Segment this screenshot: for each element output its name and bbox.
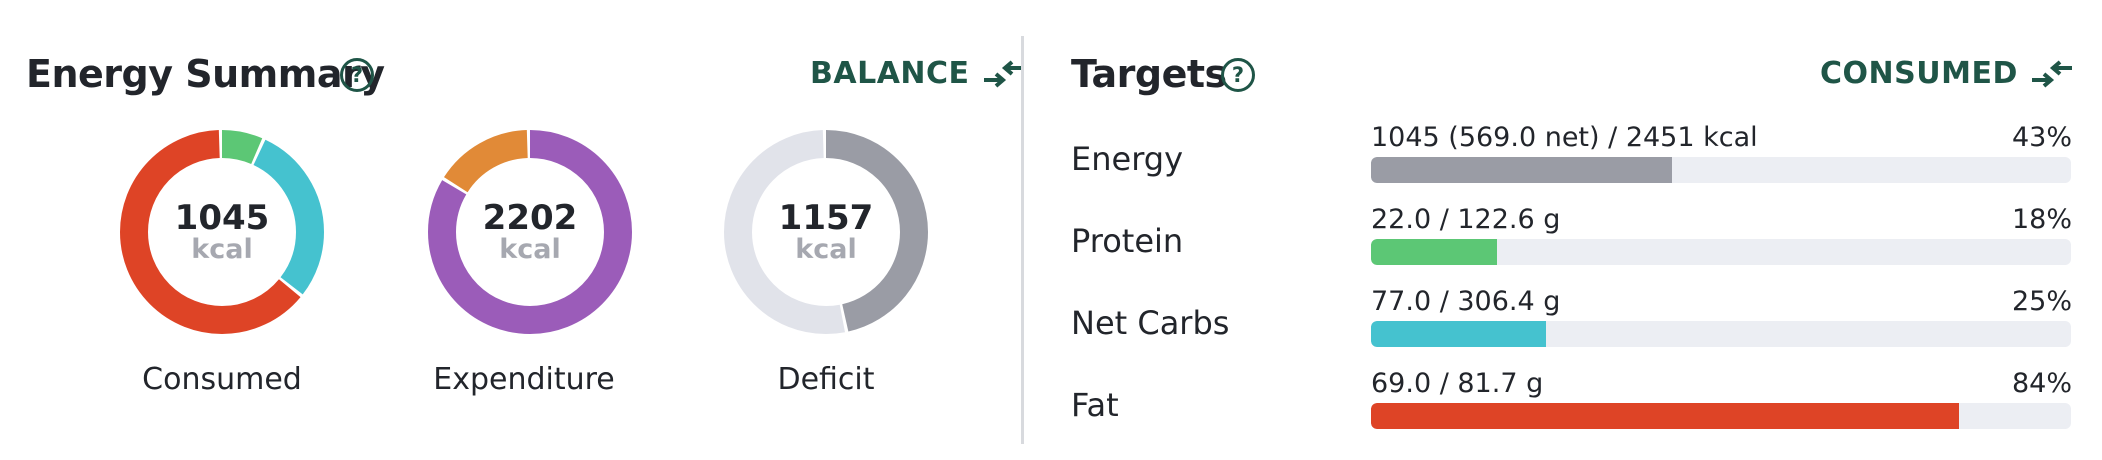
consumed-segment-protein xyxy=(120,130,324,334)
fat-target-label: Fat xyxy=(1071,386,1119,424)
compare-arrows-icon xyxy=(2031,59,2072,88)
expenditure-unit: kcal xyxy=(499,234,561,265)
net-carbs-target-amount: 77.0 / 306.4 g xyxy=(1371,286,1561,317)
targets-title: Targets xyxy=(1071,52,1227,96)
protein-target-label: Protein xyxy=(1071,222,1184,260)
fat-progress-bar xyxy=(1371,403,2071,429)
consumed-toggle-button[interactable]: CONSUMED xyxy=(1820,56,2074,91)
deficit-label: Deficit xyxy=(777,362,875,397)
deficit-unit: kcal xyxy=(795,234,857,265)
deficit-segment-remaining xyxy=(724,130,928,334)
expenditure-donut-chart xyxy=(428,130,632,334)
energy-summary-title: Energy Summary xyxy=(26,52,385,96)
net-carbs-target-percent: 25% xyxy=(2011,286,2072,317)
fat-target-percent: 84% xyxy=(2011,368,2072,399)
consumed-segment-carbs xyxy=(120,130,324,334)
compare-arrows-icon xyxy=(983,59,1024,88)
energy-target-amount: 1045 (569.0 net) / 2451 kcal xyxy=(1371,122,1758,153)
targets-help-icon[interactable]: ? xyxy=(1221,58,1255,92)
expenditure-segment-expenditure-main xyxy=(428,130,632,334)
panel-divider xyxy=(1021,36,1024,444)
energy-summary-panel: Energy Summary ? BALANCE 1045 kcal Consu… xyxy=(0,0,1024,460)
deficit-value: 1157 xyxy=(778,198,874,238)
energy-target-percent: 43% xyxy=(2011,122,2072,153)
energy-summary-help-icon[interactable]: ? xyxy=(340,58,374,92)
consumed-value: 1045 xyxy=(174,198,270,238)
consumed-donut-chart xyxy=(120,130,324,334)
expenditure-ring: 2202 kcal xyxy=(428,130,632,334)
balance-toggle-button[interactable]: BALANCE xyxy=(810,56,1026,91)
expenditure-label: Expenditure xyxy=(433,362,615,397)
fat-target-amount: 69.0 / 81.7 g xyxy=(1371,368,1544,399)
protein-progress-fill xyxy=(1371,239,1497,265)
net-carbs-target-label: Net Carbs xyxy=(1071,304,1230,342)
deficit-ring: 1157 kcal xyxy=(724,130,928,334)
protein-target-amount: 22.0 / 122.6 g xyxy=(1371,204,1561,235)
protein-progress-bar xyxy=(1371,239,2071,265)
consumed-toggle-label: CONSUMED xyxy=(1820,56,2018,91)
expenditure-value: 2202 xyxy=(482,198,578,238)
deficit-segment-deficit xyxy=(724,130,928,334)
protein-target-percent: 18% xyxy=(2011,204,2072,235)
energy-progress-fill xyxy=(1371,157,1672,183)
energy-progress-bar xyxy=(1371,157,2071,183)
consumed-ring: 1045 kcal xyxy=(120,130,324,334)
targets-panel: Targets ? CONSUMED Energy 1045 (569.0 ne… xyxy=(1024,0,2102,460)
consumed-label: Consumed xyxy=(142,362,302,397)
consumed-unit: kcal xyxy=(191,234,253,265)
net-carbs-progress-bar xyxy=(1371,321,2071,347)
energy-target-label: Energy xyxy=(1071,140,1184,178)
deficit-donut-chart xyxy=(724,130,928,334)
net-carbs-progress-fill xyxy=(1371,321,1546,347)
consumed-segment-fat xyxy=(120,130,324,334)
balance-toggle-label: BALANCE xyxy=(810,56,970,91)
fat-progress-fill xyxy=(1371,403,1959,429)
